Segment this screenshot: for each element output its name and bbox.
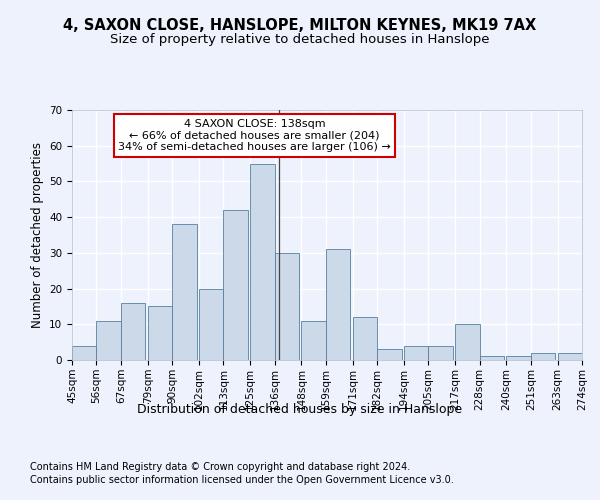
Bar (97, 320, 121, 360)
Bar (557, 353, 582, 360)
Bar (455, 324, 479, 360)
Bar (172, 224, 197, 360)
Bar (250, 164, 275, 360)
Bar (531, 353, 555, 360)
Bar (199, 288, 223, 360)
Bar (223, 210, 248, 360)
Bar (506, 356, 531, 360)
Bar (377, 350, 401, 360)
Text: Contains public sector information licensed under the Open Government Licence v3: Contains public sector information licen… (30, 475, 454, 485)
Text: 4, SAXON CLOSE, HANSLOPE, MILTON KEYNES, MK19 7AX: 4, SAXON CLOSE, HANSLOPE, MILTON KEYNES,… (64, 18, 536, 32)
Y-axis label: Number of detached properties: Number of detached properties (31, 142, 44, 328)
Bar (301, 320, 326, 360)
Bar (428, 346, 453, 360)
Text: 4 SAXON CLOSE: 138sqm
← 66% of detached houses are smaller (204)
34% of semi-det: 4 SAXON CLOSE: 138sqm ← 66% of detached … (118, 119, 391, 152)
Bar (148, 306, 172, 360)
Bar (72, 346, 97, 360)
Bar (353, 317, 377, 360)
Bar (326, 250, 350, 360)
Text: Contains HM Land Registry data © Crown copyright and database right 2024.: Contains HM Land Registry data © Crown c… (30, 462, 410, 472)
Bar (479, 356, 504, 360)
Bar (404, 346, 428, 360)
Text: Size of property relative to detached houses in Hanslope: Size of property relative to detached ho… (110, 32, 490, 46)
Bar (121, 303, 145, 360)
Bar (275, 253, 299, 360)
Text: Distribution of detached houses by size in Hanslope: Distribution of detached houses by size … (137, 402, 463, 415)
